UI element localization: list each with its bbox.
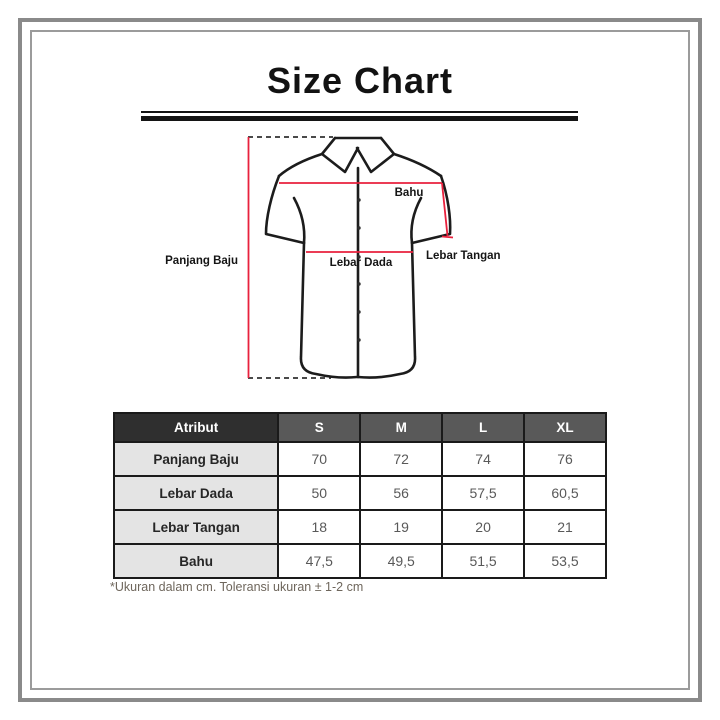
header-cell-l: L bbox=[441, 412, 526, 443]
left-shoulder-edge bbox=[277, 152, 324, 178]
table-row: Lebar Tangan 18 19 20 21 bbox=[112, 509, 607, 545]
shirt-buttons bbox=[357, 198, 361, 342]
value-cell: 72 bbox=[359, 441, 444, 477]
table-row: Lebar Dada 50 56 57,5 60,5 bbox=[112, 475, 607, 511]
divider-thin-line bbox=[141, 111, 578, 113]
value-cell: 53,5 bbox=[523, 543, 607, 579]
lebar-tangan-cuff-tick bbox=[441, 235, 454, 239]
button-dot bbox=[357, 282, 361, 286]
value-cell: 21 bbox=[523, 509, 607, 545]
size-table: Atribut S M L XL Panjang Baju 70 72 74 7… bbox=[112, 412, 607, 579]
button-dot bbox=[357, 198, 361, 202]
page-title: Size Chart bbox=[266, 60, 454, 101]
row-label: Bahu bbox=[112, 543, 280, 579]
row-label: Panjang Baju bbox=[112, 441, 280, 477]
left-body-side-and-hem bbox=[299, 241, 359, 379]
lebar-tangan-label: Lebar Tangan bbox=[426, 250, 501, 262]
value-cell: 18 bbox=[277, 509, 362, 545]
header-cell-m: M bbox=[359, 412, 444, 443]
lebar-dada-label: Lebar Dada bbox=[330, 257, 393, 269]
value-cell: 70 bbox=[277, 441, 362, 477]
value-cell: 74 bbox=[441, 441, 526, 477]
value-cell: 47,5 bbox=[277, 543, 362, 579]
shirt-outline bbox=[264, 136, 452, 379]
table-row: Panjang Baju 70 72 74 76 bbox=[112, 441, 607, 477]
divider-thick-line bbox=[141, 116, 578, 121]
value-cell: 20 bbox=[441, 509, 526, 545]
table-row: Bahu 47,5 49,5 51,5 53,5 bbox=[112, 543, 607, 579]
size-tolerance-footnote: *Ukuran dalam cm. Toleransi ukuran ± 1-2… bbox=[110, 580, 364, 594]
shirt-measurement-diagram: Panjang Baju Bahu Lebar Dada Lebar Tanga… bbox=[165, 136, 501, 379]
value-cell: 56 bbox=[359, 475, 444, 511]
header-cell-atribut: Atribut bbox=[112, 412, 280, 443]
bahu-label: Bahu bbox=[395, 187, 424, 199]
value-cell: 49,5 bbox=[359, 543, 444, 579]
row-label: Lebar Tangan bbox=[112, 509, 280, 545]
value-cell: 50 bbox=[277, 475, 362, 511]
button-dot bbox=[357, 226, 361, 230]
right-sleeve-edge bbox=[410, 174, 452, 245]
right-body-side-and-hem bbox=[356, 241, 417, 379]
right-armhole-curve bbox=[410, 196, 423, 245]
extent-dashed-lines bbox=[248, 136, 333, 379]
header-cell-s: S bbox=[277, 412, 362, 443]
collar-left-lapel bbox=[320, 136, 360, 174]
collar-right-lapel bbox=[355, 136, 396, 174]
row-label: Lebar Dada bbox=[112, 475, 280, 511]
value-cell: 60,5 bbox=[523, 475, 607, 511]
table-header-row: Atribut S M L XL bbox=[112, 412, 607, 443]
lebar-tangan-line bbox=[441, 182, 449, 237]
panjang-baju-label: Panjang Baju bbox=[165, 255, 238, 267]
title-divider bbox=[141, 111, 578, 121]
button-dot bbox=[357, 338, 361, 342]
button-dot bbox=[357, 255, 361, 259]
measurement-lines bbox=[247, 137, 454, 378]
header-cell-xl: XL bbox=[523, 412, 607, 443]
button-dot bbox=[357, 310, 361, 314]
value-cell: 51,5 bbox=[441, 543, 526, 579]
value-cell: 19 bbox=[359, 509, 444, 545]
value-cell: 76 bbox=[523, 441, 607, 477]
right-shoulder-edge bbox=[392, 152, 443, 178]
left-sleeve-edge bbox=[264, 174, 306, 245]
value-cell: 57,5 bbox=[441, 475, 526, 511]
left-armhole-curve bbox=[292, 196, 306, 245]
